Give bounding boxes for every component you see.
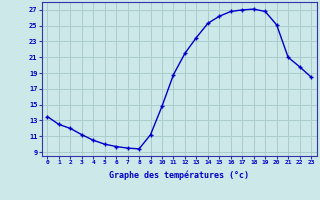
X-axis label: Graphe des températures (°c): Graphe des températures (°c) bbox=[109, 171, 249, 180]
